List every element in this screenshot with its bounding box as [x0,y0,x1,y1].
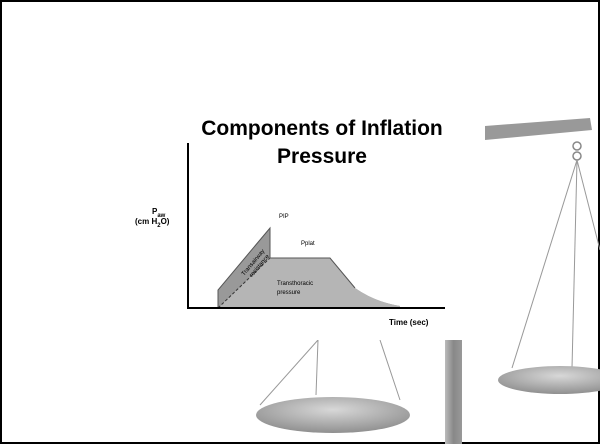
plateau-label: Pplat [301,241,315,247]
label-part: O) [161,217,170,226]
scale-pan [256,397,410,433]
x-axis-label: Time (sec) [389,318,429,327]
peak-label: PIP [279,214,289,220]
inflation-diagram: Components of Inflation Pressure Paw (cm… [128,112,485,340]
diagram-title: Components of Inflation [201,117,442,140]
diagram-title: Pressure [277,145,367,168]
thoracic-label: pressure [277,290,301,296]
body: Components of Inflation Pressure Paw (cm… [0,0,600,444]
page: {"slide": { "title_lines": ["Components … [0,0,600,444]
label-part: (cm H [135,217,157,226]
thoracic-label: Transthoracic [277,281,313,287]
scale-pole [445,340,462,444]
slide: Components of Inflation Pressure Paw (cm… [0,0,600,444]
